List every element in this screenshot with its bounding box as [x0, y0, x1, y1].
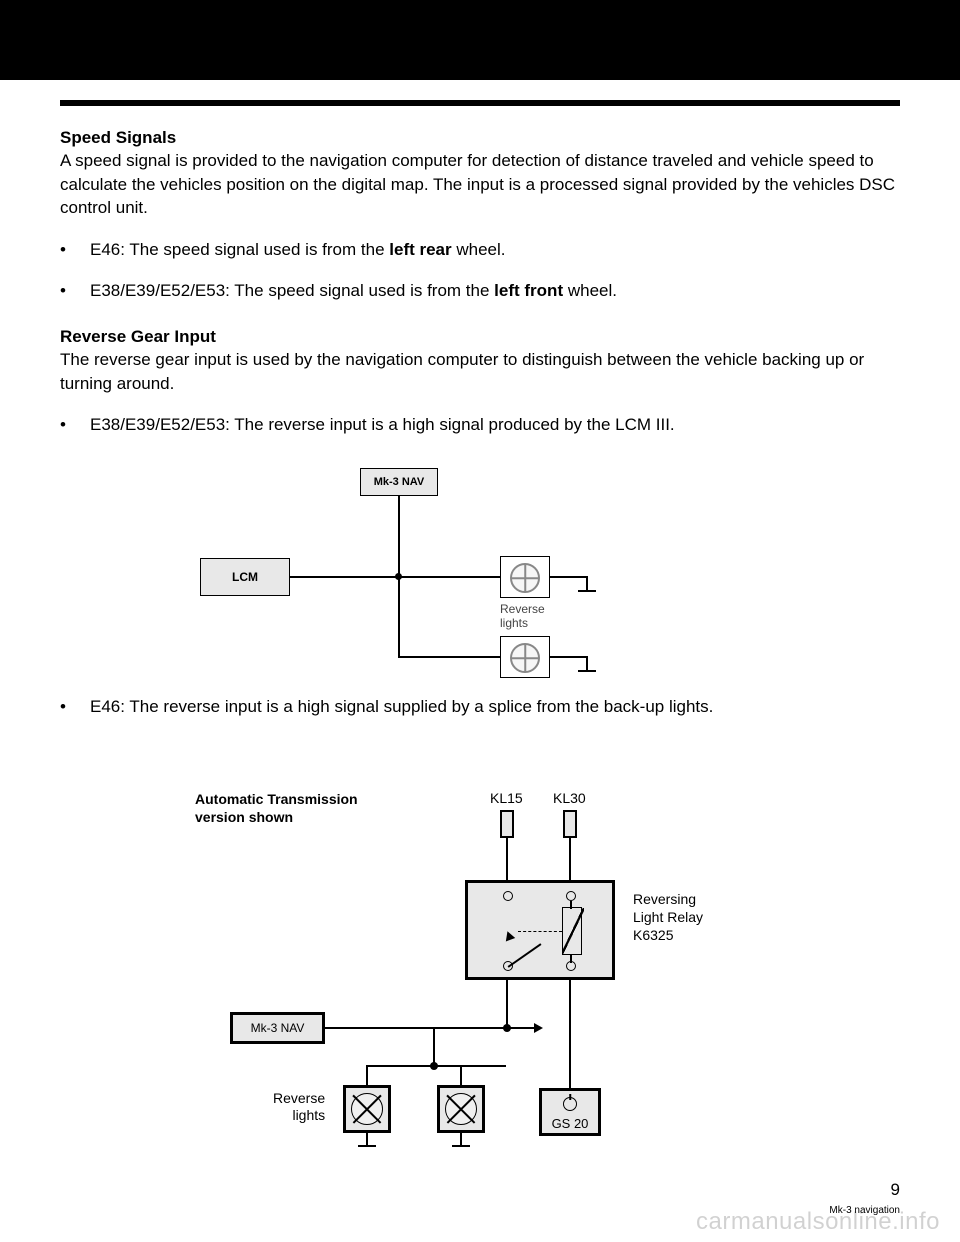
reverse-lights-label: Reverse lights [500, 602, 545, 631]
txt: Light Relay [633, 908, 703, 926]
relay-box [465, 880, 615, 980]
wire [570, 901, 572, 909]
bullet-e46-reverse: • E46: The reverse input is a high signa… [60, 695, 900, 718]
heading-reverse-gear: Reverse Gear Input [60, 325, 900, 348]
para-reverse-gear: The reverse gear input is used by the na… [60, 348, 900, 395]
light-icon [510, 643, 540, 673]
kl15-label: KL15 [490, 790, 523, 807]
para-speed-signals: A speed signal is provided to the naviga… [60, 149, 900, 219]
ground-icon [452, 1145, 470, 1147]
reverse-light-1 [500, 556, 550, 598]
relay-pin [503, 891, 513, 901]
watermark: carmanualsonline.info [696, 1208, 940, 1236]
wire [325, 1027, 508, 1029]
reverse-light-box-1 [343, 1085, 391, 1133]
txt: K6325 [633, 926, 703, 944]
wire [550, 656, 588, 658]
header-rule [60, 100, 900, 106]
gs20-symbol [563, 1097, 577, 1111]
light-icon [351, 1093, 383, 1125]
fuse-kl15 [500, 810, 514, 838]
reverse-lights-label: Reverse lights [273, 1090, 325, 1124]
bullet-e38-speed: • E38/E39/E52/E53: The speed signal used… [60, 279, 900, 302]
heading-speed-signals: Speed Signals [60, 126, 900, 149]
arrowhead-icon [503, 930, 515, 942]
nav-box: Mk-3 NAV [230, 1012, 325, 1044]
txt: lights [273, 1107, 325, 1124]
bullet-e38-reverse: • E38/E39/E52/E53: The reverse input is … [60, 413, 900, 436]
nav-box-label: Mk-3 NAV [374, 476, 425, 488]
wire [506, 980, 508, 1030]
lcm-box: LCM [200, 558, 290, 596]
wire [586, 656, 588, 670]
bullet-dot: • [60, 279, 90, 302]
kl30-label: KL30 [553, 790, 586, 807]
relay-coil [562, 907, 582, 955]
bullet-dot: • [60, 695, 90, 718]
txt: Reversing [633, 890, 703, 908]
page-number: 9 [891, 1180, 900, 1200]
txt: wheel. [452, 240, 506, 259]
txt: E46: The speed signal used is from the [90, 240, 389, 259]
wire [569, 838, 571, 880]
wire [506, 838, 508, 880]
ground-icon [358, 1145, 376, 1147]
wire [398, 496, 400, 578]
wire [460, 1133, 462, 1145]
wire [550, 576, 588, 578]
bullet-dot: • [60, 238, 90, 261]
reverse-light-box-2 [437, 1085, 485, 1133]
txt: wheel. [563, 281, 617, 300]
diagram2-caption: Automatic Transmission version shown [195, 790, 358, 826]
wire [366, 1065, 506, 1067]
relay-switch [508, 943, 542, 967]
diagram-lcm-reverse: Mk-3 NAV LCM Reverse lights [200, 468, 700, 693]
fuse-kl30 [563, 810, 577, 838]
wire [508, 1027, 536, 1029]
light-icon [510, 563, 540, 593]
gs20-box: GS 20 [539, 1088, 601, 1136]
bullet-e46-speed: • E46: The speed signal used is from the… [60, 238, 900, 261]
coil-slash [562, 908, 584, 954]
nav-box-label: Mk-3 NAV [251, 1021, 305, 1035]
caption-l1: Automatic Transmission [195, 790, 358, 808]
diagram-e46-reverse: Automatic Transmission version shown KL1… [135, 790, 775, 1160]
bullet-dot: • [60, 413, 90, 436]
wire [569, 980, 571, 1088]
txt: Reverse [273, 1090, 325, 1107]
bullet-text: E46: The speed signal used is from the l… [90, 238, 900, 261]
reverse-light-2 [500, 636, 550, 678]
lcm-box-label: LCM [232, 570, 258, 584]
wire [586, 576, 588, 590]
wire [398, 576, 400, 658]
wire [366, 1133, 368, 1145]
wire [433, 1027, 435, 1065]
relay-label: Reversing Light Relay K6325 [633, 890, 703, 945]
relay-dash [518, 931, 562, 932]
txt: E38/E39/E52/E53: The speed signal used i… [90, 281, 494, 300]
header-black-bar [0, 0, 960, 80]
wire [460, 1065, 462, 1085]
bullet-text: E38/E39/E52/E53: The reverse input is a … [90, 413, 900, 436]
wire [398, 656, 500, 658]
light-icon [445, 1093, 477, 1125]
relay-pin [566, 891, 576, 901]
bullet-text: E38/E39/E52/E53: The speed signal used i… [90, 279, 900, 302]
txt-bold: left front [494, 281, 563, 300]
arrowhead-icon [534, 1023, 543, 1033]
wire [366, 1065, 368, 1085]
gs20-label: GS 20 [552, 1116, 589, 1131]
txt-bold: left rear [389, 240, 451, 259]
caption-l2: version shown [195, 808, 358, 826]
ground-icon [578, 590, 596, 592]
nav-box: Mk-3 NAV [360, 468, 438, 496]
bullet-text: E46: The reverse input is a high signal … [90, 695, 900, 718]
wire [570, 955, 572, 963]
ground-icon [578, 670, 596, 672]
